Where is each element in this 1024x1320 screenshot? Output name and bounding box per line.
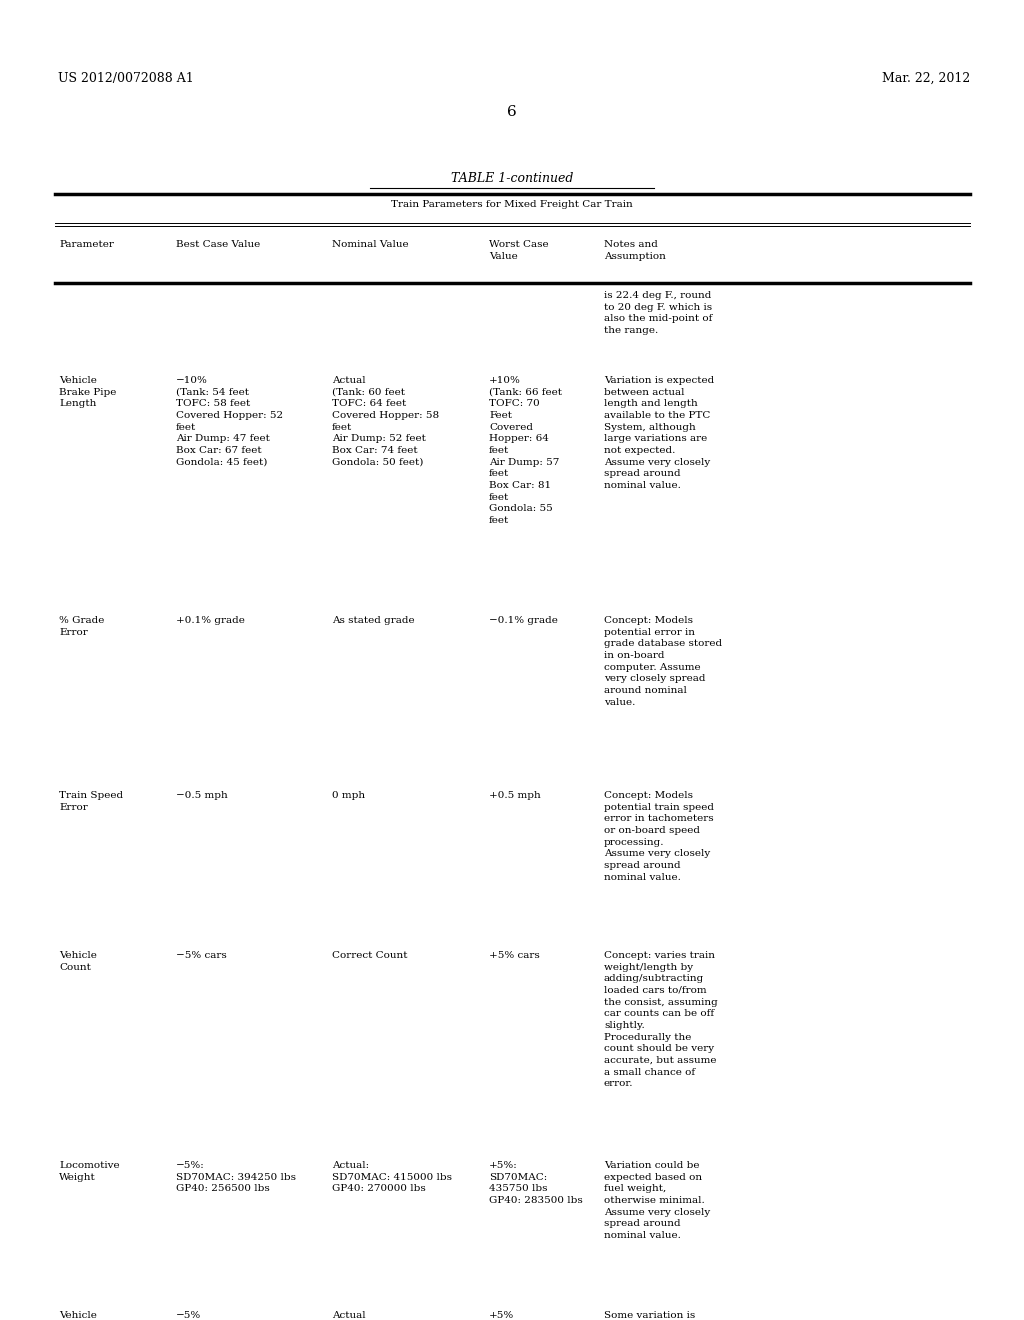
Text: Worst Case
Value: Worst Case Value xyxy=(489,240,549,261)
Text: Some variation is
expected between
actual length and
length available to
the PTC: Some variation is expected between actua… xyxy=(604,1311,717,1320)
Text: 0 mph: 0 mph xyxy=(332,791,366,800)
Text: Best Case Value: Best Case Value xyxy=(176,240,260,249)
Text: +0.1% grade: +0.1% grade xyxy=(176,616,245,624)
Text: Actual
(Tank: 55 feet
TOFC: 57 feet
Covered Hopper: 54
feet
Air Dump: 47 feet
Bo: Actual (Tank: 55 feet TOFC: 57 feet Cove… xyxy=(332,1311,439,1320)
Text: Locomotive
Weight: Locomotive Weight xyxy=(59,1162,120,1181)
Text: Correct Count: Correct Count xyxy=(332,950,408,960)
Text: Concept: Models
potential train speed
error in tachometers
or on-board speed
pro: Concept: Models potential train speed er… xyxy=(604,791,714,882)
Text: is 22.4 deg F., round
to 20 deg F. which is
also the mid-point of
the range.: is 22.4 deg F., round to 20 deg F. which… xyxy=(604,290,713,335)
Text: +5%:
SD70MAC:
435750 lbs
GP40: 283500 lbs: +5%: SD70MAC: 435750 lbs GP40: 283500 lb… xyxy=(489,1162,583,1205)
Text: +0.5 mph: +0.5 mph xyxy=(489,791,541,800)
Text: Train Speed
Error: Train Speed Error xyxy=(59,791,123,812)
Text: Vehicle
Count: Vehicle Count xyxy=(59,950,97,972)
Text: −0.1% grade: −0.1% grade xyxy=(489,616,558,624)
Text: % Grade
Error: % Grade Error xyxy=(59,616,104,636)
Text: Actual
(Tank: 60 feet
TOFC: 64 feet
Covered Hopper: 58
feet
Air Dump: 52 feet
Bo: Actual (Tank: 60 feet TOFC: 64 feet Cove… xyxy=(332,376,439,467)
Text: +5%
(Tank: 58 feet
TOFC: 60 feet
Covered
Hopper: 57
feet
Air Dump: 49
feet
Box C: +5% (Tank: 58 feet TOFC: 60 feet Covered… xyxy=(489,1311,563,1320)
Text: Nominal Value: Nominal Value xyxy=(332,240,409,249)
Text: −10%
(Tank: 54 feet
TOFC: 58 feet
Covered Hopper: 52
feet
Air Dump: 47 feet
Box : −10% (Tank: 54 feet TOFC: 58 feet Covere… xyxy=(176,376,283,467)
Text: Actual:
SD70MAC: 415000 lbs
GP40: 270000 lbs: Actual: SD70MAC: 415000 lbs GP40: 270000… xyxy=(332,1162,452,1193)
Text: 6: 6 xyxy=(507,106,517,119)
Text: US 2012/0072088 A1: US 2012/0072088 A1 xyxy=(58,73,194,84)
Text: −5% cars: −5% cars xyxy=(176,950,226,960)
Text: −0.5 mph: −0.5 mph xyxy=(176,791,227,800)
Text: Vehicle
Brake Pipe
Length: Vehicle Brake Pipe Length xyxy=(59,376,117,408)
Text: +10%
(Tank: 66 feet
TOFC: 70
Feet
Covered
Hopper: 64
feet
Air Dump: 57
feet
Box : +10% (Tank: 66 feet TOFC: 70 Feet Covere… xyxy=(489,376,562,525)
Text: Variation is expected
between actual
length and length
available to the PTC
Syst: Variation is expected between actual len… xyxy=(604,376,715,490)
Text: TABLE 1-continued: TABLE 1-continued xyxy=(451,172,573,185)
Text: +5% cars: +5% cars xyxy=(489,950,540,960)
Text: Train Parameters for Mixed Freight Car Train: Train Parameters for Mixed Freight Car T… xyxy=(391,201,633,209)
Text: −5%
(Tank: 52 feet
TOFC: 54 feet
Covered Hopper: 51
feet
Air Dump: 45 feet
Box C: −5% (Tank: 52 feet TOFC: 54 feet Covered… xyxy=(176,1311,283,1320)
Text: Vehicle
Length: Vehicle Length xyxy=(59,1311,97,1320)
Text: Mar. 22, 2012: Mar. 22, 2012 xyxy=(882,73,970,84)
Text: Parameter: Parameter xyxy=(59,240,114,249)
Text: Concept: varies train
weight/length by
adding/subtracting
loaded cars to/from
th: Concept: varies train weight/length by a… xyxy=(604,950,718,1088)
Text: Variation could be
expected based on
fuel weight,
otherwise minimal.
Assume very: Variation could be expected based on fue… xyxy=(604,1162,711,1239)
Text: Concept: Models
potential error in
grade database stored
in on-board
computer. A: Concept: Models potential error in grade… xyxy=(604,616,722,706)
Text: −5%:
SD70MAC: 394250 lbs
GP40: 256500 lbs: −5%: SD70MAC: 394250 lbs GP40: 256500 lb… xyxy=(176,1162,296,1193)
Text: As stated grade: As stated grade xyxy=(332,616,415,624)
Text: Notes and
Assumption: Notes and Assumption xyxy=(604,240,666,261)
